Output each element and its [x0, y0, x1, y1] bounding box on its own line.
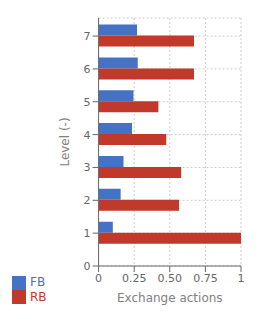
svg-text:Exchange actions: Exchange actions: [117, 291, 223, 305]
html-text:FB: FB: [30, 275, 46, 289]
svg-text:0.25: 0.25: [122, 272, 147, 285]
svg-text:7: 7: [84, 30, 91, 43]
svg-text:1: 1: [238, 272, 245, 285]
svg-text:4: 4: [84, 129, 91, 142]
svg-text:0.50: 0.50: [158, 272, 183, 285]
svg-text:6: 6: [84, 63, 91, 76]
svg-text:3: 3: [84, 161, 91, 174]
html-text:RB: RB: [30, 289, 47, 304]
svg-text:0: 0: [84, 260, 91, 273]
svg-text:1: 1: [84, 227, 91, 240]
svg-text:Level (-): Level (-): [58, 117, 72, 166]
svg-text:0: 0: [95, 272, 102, 285]
svg-text:2: 2: [84, 194, 91, 207]
svg-text:5: 5: [84, 96, 91, 109]
svg-text:0.75: 0.75: [193, 272, 218, 285]
